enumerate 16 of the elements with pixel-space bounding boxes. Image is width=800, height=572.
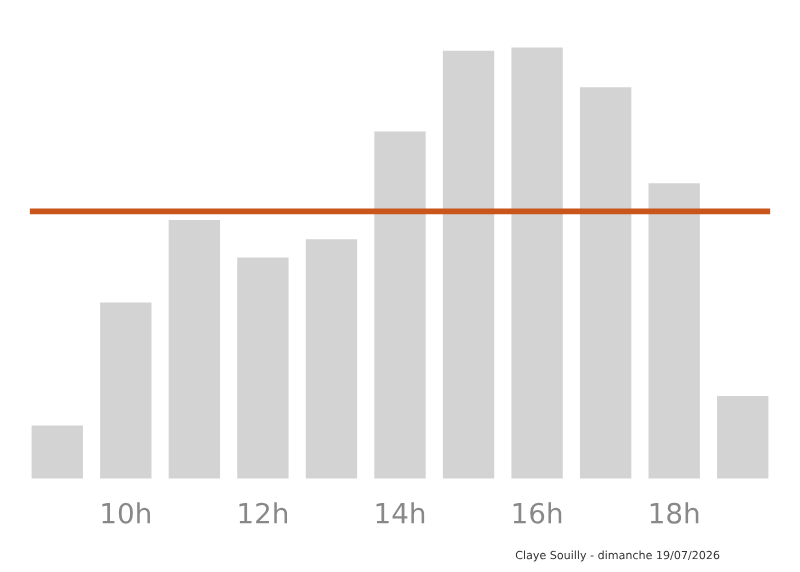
bar: [371, 128, 429, 480]
bar: [440, 48, 498, 480]
bar: [97, 299, 155, 480]
x-tick-label: 12h: [239, 502, 288, 524]
bar: [577, 84, 635, 480]
bar: [714, 393, 772, 480]
bar: [302, 236, 360, 480]
x-tick-label: 16h: [513, 502, 562, 524]
bar: [234, 254, 292, 480]
x-tick-label: 10h: [102, 502, 150, 524]
x-tick-label: 18h: [650, 502, 699, 524]
bar: [165, 217, 223, 480]
bar: [28, 422, 86, 480]
bar: [645, 180, 703, 480]
x-tick-label: 14h: [376, 502, 425, 524]
bar: [508, 46, 566, 480]
